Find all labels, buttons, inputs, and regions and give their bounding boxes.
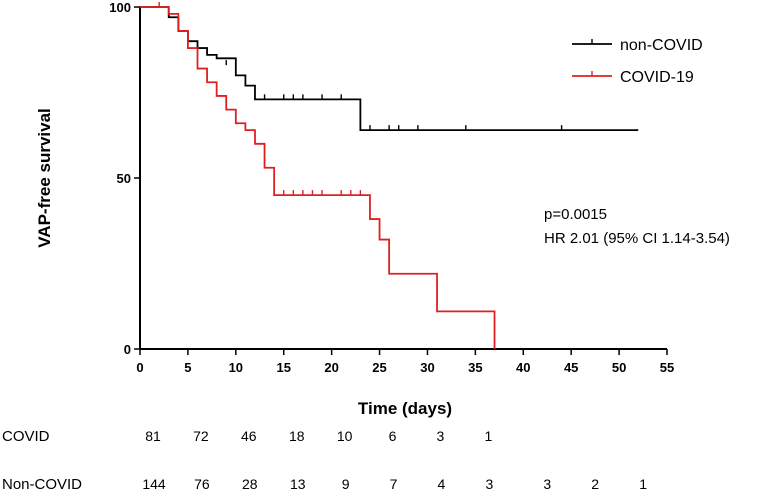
y-tick-label: 100 xyxy=(109,0,131,15)
x-tick-label: 55 xyxy=(660,360,674,375)
x-tick-label: 20 xyxy=(324,360,338,375)
x-tick-label: 0 xyxy=(136,360,143,375)
risk-row-label: COVID xyxy=(2,428,50,445)
hazard-ratio-annotation: HR 2.01 (95% CI 1.14-3.54) xyxy=(544,230,730,247)
risk-count: 144 xyxy=(142,476,166,492)
series-line-non-covid xyxy=(140,6,639,132)
risk-count: 1 xyxy=(484,428,492,444)
x-tick-label: 25 xyxy=(372,360,386,375)
risk-count: 3 xyxy=(485,476,493,492)
x-tick-label: 30 xyxy=(420,360,434,375)
x-tick-label: 40 xyxy=(516,360,530,375)
x-tick-label: 50 xyxy=(612,360,626,375)
risk-count: 18 xyxy=(289,428,305,444)
p-value-annotation: p=0.0015 xyxy=(544,206,607,223)
series-line-covid-19 xyxy=(140,6,496,349)
risk-count: 7 xyxy=(390,476,398,492)
x-tick-label: 15 xyxy=(276,360,290,375)
risk-count: 1 xyxy=(639,476,647,492)
x-tick-label: 35 xyxy=(468,360,482,375)
x-axis-title: Time (days) xyxy=(358,399,452,418)
legend-label-covid-19: COVID-19 xyxy=(620,69,694,86)
risk-count: 13 xyxy=(290,476,306,492)
risk-count: 4 xyxy=(438,476,446,492)
risk-count: 76 xyxy=(194,476,210,492)
risk-count: 3 xyxy=(437,428,445,444)
x-tick-label: 10 xyxy=(229,360,243,375)
y-tick-label: 50 xyxy=(117,171,131,186)
risk-count: 9 xyxy=(342,476,350,492)
risk-row-label: Non-COVID xyxy=(2,476,82,492)
risk-count: 46 xyxy=(241,428,257,444)
risk-count: 2 xyxy=(591,476,599,492)
legend: non-COVID COVID-19 xyxy=(572,37,703,86)
x-tick-label: 45 xyxy=(564,360,578,375)
risk-count: 10 xyxy=(337,428,353,444)
risk-count: 81 xyxy=(145,428,161,444)
risk-count: 72 xyxy=(193,428,209,444)
series-group xyxy=(140,2,639,349)
axes: 0 5 10 15 20 25 30 35 40 45 50 55 0 50 100 xyxy=(109,0,674,375)
risk-count: 6 xyxy=(389,428,397,444)
legend-label-non-covid: non-COVID xyxy=(620,37,703,54)
risk-count: 28 xyxy=(242,476,258,492)
y-axis-title: VAP-free survival xyxy=(35,108,54,248)
y-tick-label: 0 xyxy=(124,342,131,357)
x-tick-label: 5 xyxy=(184,360,191,375)
risk-count: 3 xyxy=(543,476,551,492)
